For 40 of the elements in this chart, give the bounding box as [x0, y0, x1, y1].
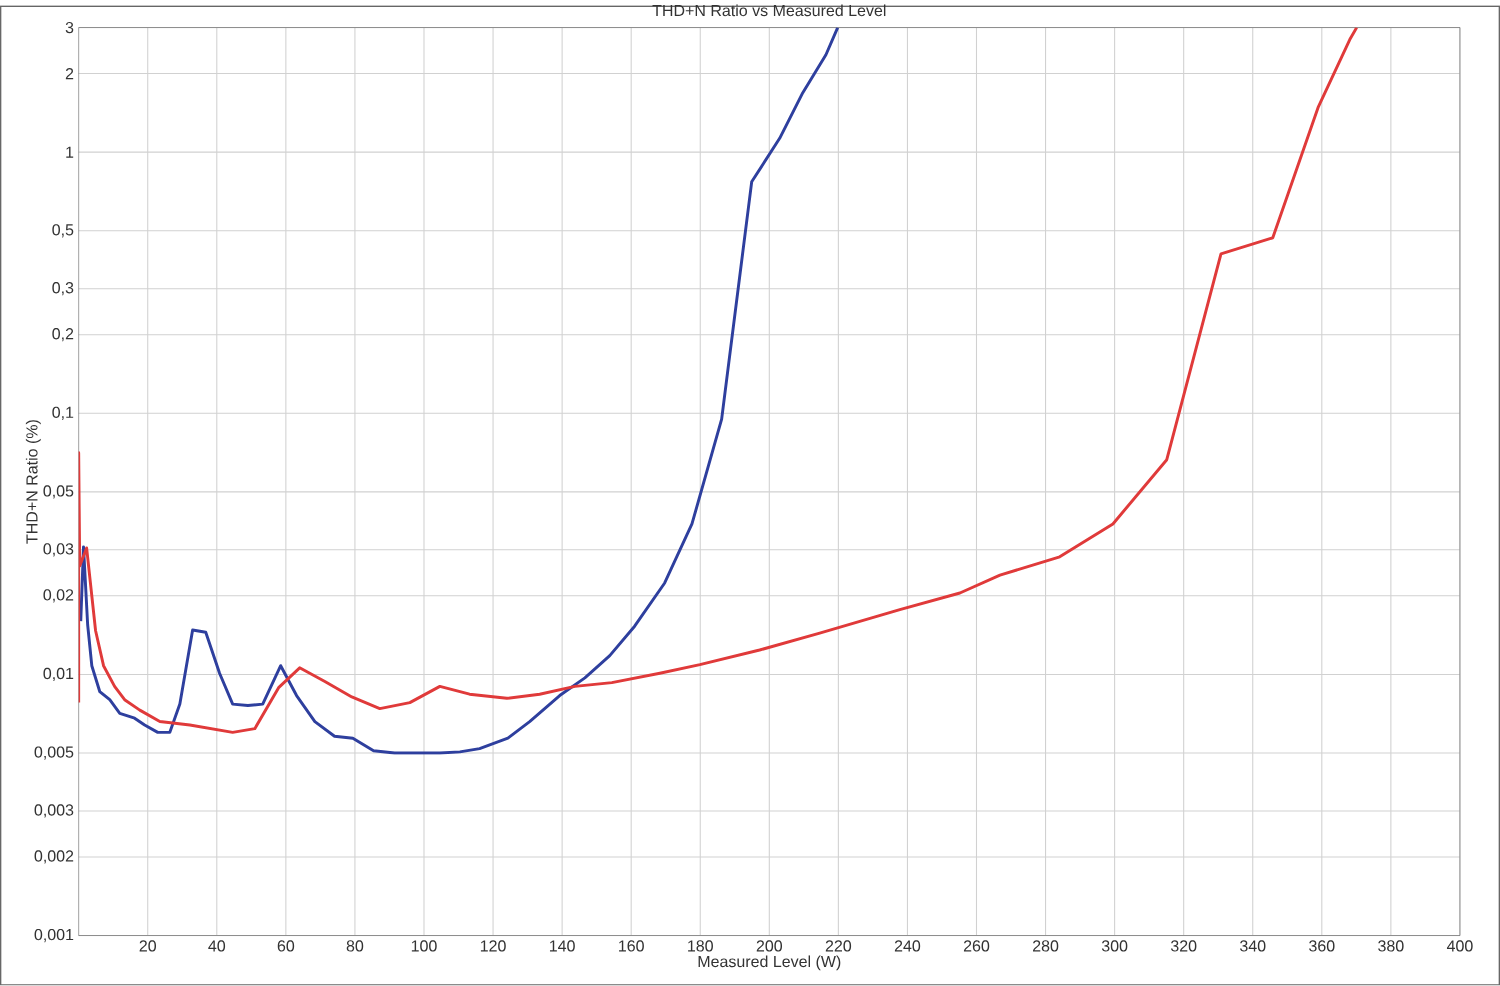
x-tick-label: 140 [549, 940, 575, 952]
x-tick-label: 160 [619, 940, 644, 952]
x-tick-label: 200 [756, 940, 783, 952]
x-tick-label: 100 [411, 940, 437, 952]
x-tick-label: 300 [1101, 940, 1128, 952]
y-tick-label: 0,005 [34, 746, 74, 760]
x-tick-label: 380 [1378, 940, 1404, 952]
line-series [78, 27, 1359, 735]
x-tick-label: 400 [1446, 940, 1473, 952]
line-series [79, 27, 840, 755]
y-tick-label: 0,02 [43, 589, 74, 603]
x-tick-label: 60 [277, 940, 295, 952]
y-tick-label: 0,01 [43, 668, 74, 682]
x-tick-label: 180 [688, 940, 713, 952]
y-tick-label: 1 [66, 146, 74, 158]
y-tick-label: 0,05 [43, 485, 74, 499]
x-tick-label: 120 [480, 940, 506, 952]
y-tick-label: 0,2 [52, 328, 74, 342]
y-tick-label: 2 [65, 68, 74, 80]
y-tick-label: 0,003 [34, 804, 74, 818]
x-axis-title: Measured Level (W) [698, 955, 841, 971]
x-tick-label: 280 [1033, 940, 1059, 952]
chart-title: THD+N Ratio vs Measured Level [652, 4, 886, 17]
y-tick-label: 0,1 [52, 406, 74, 421]
y-tick-label: 0,03 [43, 543, 74, 557]
x-tick-label: 40 [208, 940, 226, 952]
x-tick-label: 220 [825, 940, 852, 952]
x-tick-label: 80 [346, 940, 364, 952]
y-tick-label: 0,5 [52, 224, 74, 238]
y-tick-label: 0,002 [34, 850, 74, 864]
x-tick-label: 320 [1170, 940, 1197, 952]
x-tick-label: 20 [139, 940, 157, 952]
y-tick-label: 0,3 [52, 282, 74, 296]
x-tick-label: 360 [1309, 940, 1335, 952]
y-axis-title: THD+N Ratio (%) [25, 420, 41, 544]
y-tick-label: 0,001 [34, 929, 74, 943]
x-tick-label: 260 [963, 940, 990, 952]
y-tick-label: 3 [65, 22, 74, 34]
x-tick-label: 240 [894, 940, 921, 952]
x-tick-label: 340 [1240, 940, 1266, 952]
